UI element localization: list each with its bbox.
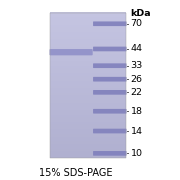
FancyBboxPatch shape [93, 77, 127, 82]
Bar [50, 63, 126, 66]
Bar [50, 13, 126, 158]
Bar [50, 61, 126, 64]
Bar [50, 46, 126, 49]
Bar [50, 129, 126, 132]
Bar [50, 107, 126, 110]
Bar [50, 51, 126, 54]
Bar [50, 139, 126, 141]
Bar [50, 41, 126, 44]
Bar [50, 37, 126, 39]
Bar [50, 95, 126, 98]
Bar [50, 27, 126, 30]
Bar [50, 153, 126, 156]
Bar [50, 32, 126, 35]
Text: 18: 18 [130, 107, 143, 116]
Bar [50, 114, 126, 117]
Bar [50, 117, 126, 120]
Text: 15% SDS-PAGE: 15% SDS-PAGE [39, 168, 112, 178]
Bar [50, 56, 126, 59]
FancyBboxPatch shape [93, 21, 127, 26]
Bar [50, 39, 126, 42]
Text: kDa: kDa [130, 9, 151, 18]
FancyBboxPatch shape [93, 151, 127, 156]
Bar [50, 34, 126, 37]
Bar [50, 15, 126, 17]
Bar [50, 136, 126, 139]
FancyBboxPatch shape [93, 109, 127, 114]
FancyBboxPatch shape [50, 49, 93, 55]
Text: 33: 33 [130, 61, 143, 70]
Bar [50, 141, 126, 144]
Bar [50, 19, 126, 22]
Bar [50, 12, 126, 15]
Bar [50, 80, 126, 83]
Bar [50, 102, 126, 105]
Bar [50, 109, 126, 112]
Bar [50, 112, 126, 115]
Bar [50, 124, 126, 127]
Bar [50, 66, 126, 68]
Bar [50, 78, 126, 81]
Bar [50, 73, 126, 76]
Bar [50, 100, 126, 102]
Bar [50, 58, 126, 61]
FancyBboxPatch shape [93, 90, 127, 95]
Text: 70: 70 [130, 19, 143, 28]
Bar [50, 44, 126, 47]
Text: 22: 22 [130, 88, 143, 97]
Bar [50, 90, 126, 93]
Bar [50, 22, 126, 25]
Bar [50, 85, 126, 88]
Bar [50, 24, 126, 27]
Bar [50, 126, 126, 129]
Bar [50, 17, 126, 20]
Text: 10: 10 [130, 149, 143, 158]
Text: 26: 26 [130, 75, 143, 84]
FancyBboxPatch shape [93, 129, 127, 133]
Bar [50, 134, 126, 136]
Bar [50, 75, 126, 78]
Bar [50, 93, 126, 95]
Bar [50, 122, 126, 124]
Bar [50, 143, 126, 146]
Bar [50, 71, 126, 73]
FancyBboxPatch shape [93, 47, 127, 51]
FancyBboxPatch shape [93, 63, 127, 68]
Bar [50, 148, 126, 151]
Bar [50, 131, 126, 134]
Bar [50, 83, 126, 85]
Bar [50, 97, 126, 100]
Bar [50, 119, 126, 122]
Bar [50, 29, 126, 32]
Bar [50, 151, 126, 154]
Text: 14: 14 [130, 127, 143, 136]
Bar [50, 156, 126, 158]
Bar [50, 87, 126, 90]
Bar [50, 49, 126, 51]
Bar [50, 105, 126, 107]
Text: 44: 44 [130, 44, 143, 53]
Bar [50, 146, 126, 149]
Bar [50, 68, 126, 71]
Bar [50, 54, 126, 56]
